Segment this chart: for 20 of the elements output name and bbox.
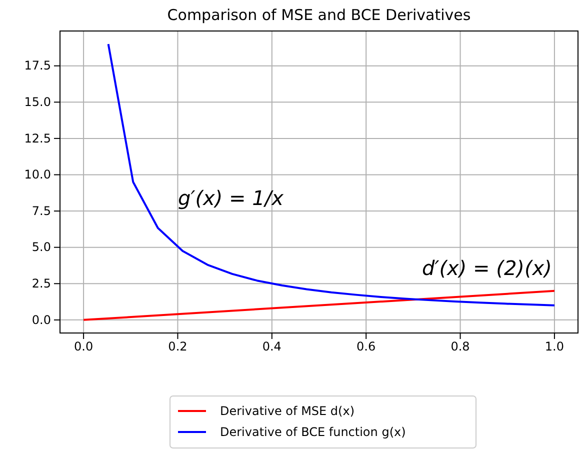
- y-tick-label: 17.5: [24, 58, 51, 73]
- y-tick-label: 0.0: [32, 312, 51, 327]
- annotation: d′(x) = (2)(x): [422, 256, 552, 280]
- legend-label: Derivative of BCE function g(x): [220, 425, 406, 439]
- legend-label: Derivative of MSE d(x): [220, 404, 355, 418]
- annotation: g′(x) = 1/x: [178, 186, 284, 210]
- chart-title: Comparison of MSE and BCE Derivatives: [167, 6, 471, 24]
- y-tick-label: 2.5: [32, 276, 51, 290]
- y-tick-label: 7.5: [32, 204, 51, 218]
- x-tick-label: 0.8: [450, 340, 470, 354]
- y-tick-label: 15.0: [24, 94, 51, 109]
- x-tick-label: 0.0: [74, 340, 94, 354]
- y-tick-label: 5.0: [32, 240, 51, 254]
- x-tick-label: 0.2: [168, 340, 188, 354]
- x-tick-label: 0.4: [262, 340, 282, 354]
- y-tick-label: 10.0: [24, 168, 51, 182]
- line-series: [107, 43, 556, 306]
- x-tick-label: 0.6: [356, 340, 376, 354]
- x-tick-label: 1.0: [544, 340, 564, 354]
- y-tick-label: 12.5: [24, 131, 51, 146]
